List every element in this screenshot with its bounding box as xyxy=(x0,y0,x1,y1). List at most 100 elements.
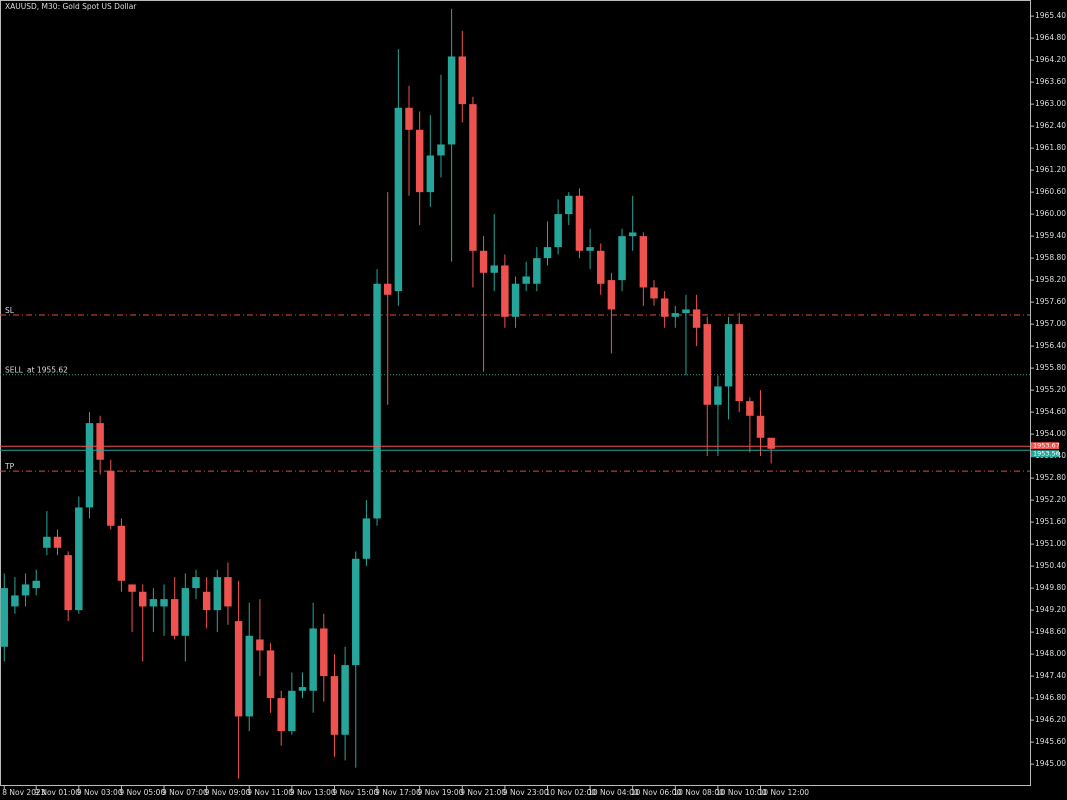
candle-body xyxy=(330,676,339,735)
x-tick-label: 10 Nov 02:00 xyxy=(545,788,596,797)
candle-body xyxy=(298,687,307,691)
chart-title: XAUUSD, M30: Gold Spot US Dollar xyxy=(5,2,137,11)
y-tick-label: 1945.60 xyxy=(1035,737,1066,746)
y-tick-label: 1951.60 xyxy=(1035,517,1066,526)
candle-body xyxy=(607,280,616,310)
x-tick-label: 9 Nov 21:00 xyxy=(460,788,506,797)
x-tick-label: 9 Nov 07:00 xyxy=(162,788,208,797)
candle-body xyxy=(21,584,30,596)
candle-body xyxy=(490,265,498,273)
candle-body xyxy=(192,577,200,589)
candle-body xyxy=(32,580,40,589)
y-tick-label: 1956.40 xyxy=(1035,341,1066,350)
y-tick-label: 1964.80 xyxy=(1035,33,1066,42)
x-tick-label: 9 Nov 03:00 xyxy=(77,788,123,797)
level-label: at 1955.62 xyxy=(27,366,68,375)
y-tick-label: 1961.20 xyxy=(1035,165,1066,174)
y-tick-label: 1948.00 xyxy=(1035,649,1066,658)
candle-body xyxy=(320,628,328,677)
candle-body xyxy=(266,650,275,699)
candle-body xyxy=(682,309,690,314)
x-tick-label: 9 Nov 01:00 xyxy=(34,788,80,797)
y-tick-label: 1945.00 xyxy=(1035,759,1066,768)
candle-body xyxy=(362,518,371,559)
y-tick-label: 1954.00 xyxy=(1035,429,1066,438)
x-tick-label: 9 Nov 05:00 xyxy=(119,788,165,797)
candle-body xyxy=(53,536,62,548)
candle-body xyxy=(692,309,701,328)
candle-body xyxy=(352,558,360,666)
level-name: TP xyxy=(4,462,15,471)
candle-body xyxy=(117,525,126,581)
y-tick-label: 1954.60 xyxy=(1035,407,1066,416)
x-tick-label: 9 Nov 11:00 xyxy=(247,788,293,797)
y-tick-label: 1965.40 xyxy=(1035,11,1066,20)
y-tick-label: 1963.00 xyxy=(1035,99,1066,108)
price-tag xyxy=(1031,450,1059,458)
candle-body xyxy=(234,621,243,717)
y-tick-label: 1957.00 xyxy=(1035,319,1066,328)
y-tick-label: 1947.40 xyxy=(1035,671,1066,680)
candle-body xyxy=(714,386,722,405)
y-tick-label: 1959.40 xyxy=(1035,231,1066,240)
x-tick-label: 9 Nov 23:00 xyxy=(503,788,549,797)
candle-body xyxy=(288,690,296,732)
candle-body xyxy=(107,470,115,526)
candle-body xyxy=(170,599,179,636)
y-tick-label: 1950.40 xyxy=(1035,561,1066,570)
x-tick-label: 10 Nov 12:00 xyxy=(759,788,810,797)
y-tick-label: 1958.20 xyxy=(1035,275,1066,284)
candle-body xyxy=(202,591,211,611)
candle-body xyxy=(426,155,435,193)
candle-body xyxy=(139,591,147,607)
x-tick-label: 10 Nov 10:00 xyxy=(716,788,767,797)
y-tick-label: 1952.20 xyxy=(1035,495,1066,504)
y-tick-label: 1949.20 xyxy=(1035,605,1066,614)
candle-body xyxy=(245,635,253,717)
y-tick-label: 1960.00 xyxy=(1035,209,1066,218)
candle-body xyxy=(181,588,190,636)
candle-body xyxy=(394,107,403,292)
candle-body xyxy=(149,599,158,607)
y-tick-label: 1964.20 xyxy=(1035,55,1066,64)
candle-body xyxy=(160,599,168,607)
y-tick-label: 1949.80 xyxy=(1035,583,1066,592)
y-tick-label: 1948.60 xyxy=(1035,627,1066,636)
x-tick-label: 9 Nov 13:00 xyxy=(290,788,336,797)
candle-body xyxy=(309,628,317,691)
candle-body xyxy=(458,56,467,105)
level-name: SL xyxy=(5,306,15,315)
candle-body xyxy=(746,401,754,416)
candle-body xyxy=(43,536,51,548)
y-tick-label: 1955.20 xyxy=(1035,385,1066,394)
x-tick-label: 10 Nov 06:00 xyxy=(631,788,682,797)
candle-body xyxy=(533,258,541,284)
candle-body xyxy=(628,232,637,237)
x-tick-label: 10 Nov 08:00 xyxy=(673,788,724,797)
y-tick-label: 1951.00 xyxy=(1035,539,1066,548)
candle-body xyxy=(543,247,552,259)
y-tick-label: 1957.60 xyxy=(1035,297,1066,306)
candle-body xyxy=(501,265,509,317)
y-tick-label: 1960.60 xyxy=(1035,187,1066,196)
candle-body xyxy=(639,236,648,288)
candle-body xyxy=(224,577,232,607)
candle-body xyxy=(415,129,424,193)
x-tick-label: 10 Nov 04:00 xyxy=(588,788,639,797)
candle-body xyxy=(618,236,626,281)
level-name: SELL xyxy=(5,366,24,375)
candle-body xyxy=(128,584,136,592)
candle-body xyxy=(85,423,94,508)
candle-body xyxy=(511,283,520,317)
candle-body xyxy=(256,639,264,651)
y-tick-label: 1958.80 xyxy=(1035,253,1066,262)
price-tag-label: 1953.67 xyxy=(1033,442,1060,450)
x-tick-label: 8 Nov 2023 xyxy=(2,788,45,797)
candle-body xyxy=(479,250,488,273)
candle-body xyxy=(64,555,72,611)
candle-body xyxy=(575,195,584,251)
candle-body xyxy=(597,250,605,284)
